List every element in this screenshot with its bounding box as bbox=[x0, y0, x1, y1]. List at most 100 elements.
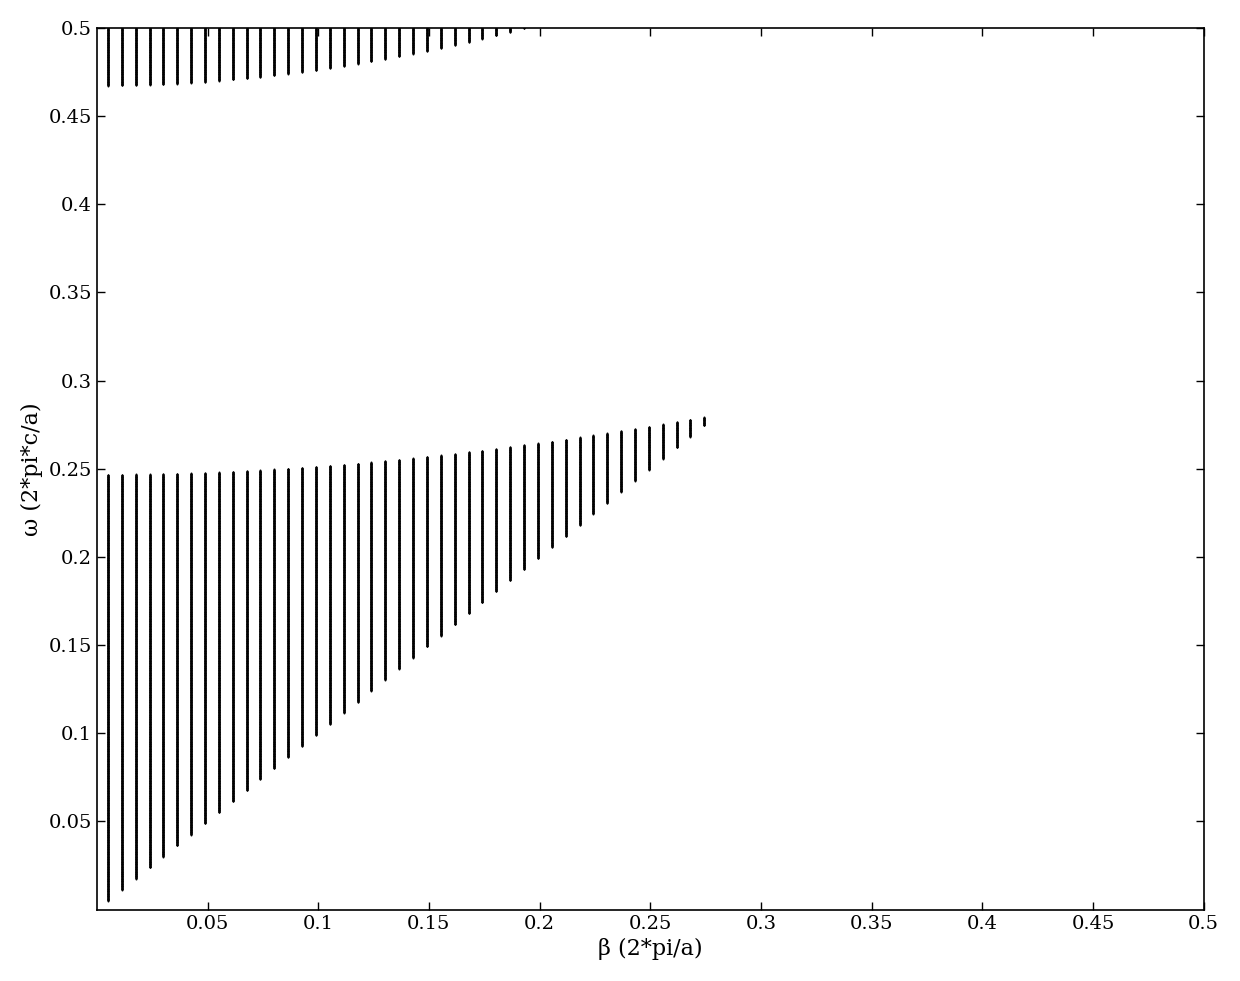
Point bbox=[264, 551, 284, 567]
Point bbox=[445, 608, 465, 624]
Point bbox=[181, 52, 201, 68]
Point bbox=[430, 542, 450, 557]
Point bbox=[347, 525, 367, 541]
Point bbox=[167, 585, 187, 600]
Point bbox=[195, 617, 215, 633]
Point bbox=[430, 454, 450, 470]
Point bbox=[140, 686, 160, 701]
Point bbox=[154, 486, 174, 501]
Point bbox=[376, 499, 396, 515]
Point bbox=[125, 737, 145, 752]
Point bbox=[403, 557, 423, 573]
Point bbox=[195, 512, 215, 528]
Point bbox=[403, 474, 423, 490]
Point bbox=[556, 447, 575, 463]
Point bbox=[611, 449, 631, 465]
Point bbox=[486, 546, 506, 562]
Point bbox=[389, 37, 409, 53]
Point bbox=[278, 501, 298, 517]
Point bbox=[320, 561, 340, 577]
Point bbox=[112, 735, 131, 750]
Point bbox=[98, 562, 118, 578]
Point bbox=[112, 505, 131, 521]
Point bbox=[528, 541, 548, 556]
Point bbox=[125, 34, 145, 50]
Point bbox=[112, 630, 131, 645]
Point bbox=[195, 59, 215, 75]
Point bbox=[223, 605, 243, 621]
Point bbox=[210, 648, 229, 664]
Point bbox=[210, 575, 229, 591]
Point bbox=[154, 627, 174, 643]
Point bbox=[125, 694, 145, 709]
Point bbox=[389, 647, 409, 663]
Point bbox=[154, 74, 174, 89]
Point bbox=[237, 577, 257, 593]
Point bbox=[98, 495, 118, 511]
Point bbox=[486, 505, 506, 521]
Point bbox=[210, 539, 229, 554]
Point bbox=[542, 503, 562, 519]
Point bbox=[472, 466, 492, 482]
Point bbox=[125, 582, 145, 597]
Point bbox=[250, 668, 270, 684]
Point bbox=[250, 706, 270, 722]
Point bbox=[320, 654, 340, 670]
Point bbox=[486, 561, 506, 577]
Point bbox=[154, 47, 174, 63]
Point bbox=[98, 708, 118, 724]
Point bbox=[181, 508, 201, 524]
Point bbox=[98, 606, 118, 622]
Point bbox=[181, 69, 201, 84]
Point bbox=[486, 471, 506, 487]
Point bbox=[334, 566, 353, 582]
Point bbox=[237, 714, 257, 730]
Point bbox=[362, 492, 382, 508]
Point bbox=[195, 685, 215, 700]
Point bbox=[542, 510, 562, 526]
Point bbox=[430, 546, 450, 562]
Point bbox=[223, 69, 243, 84]
Point bbox=[362, 646, 382, 662]
Point bbox=[362, 529, 382, 544]
Point bbox=[195, 697, 215, 712]
Point bbox=[167, 679, 187, 695]
Point bbox=[167, 822, 187, 838]
Point bbox=[181, 652, 201, 668]
Point bbox=[389, 576, 409, 592]
Point bbox=[667, 417, 687, 433]
Point bbox=[125, 865, 145, 881]
Point bbox=[293, 732, 312, 748]
Point bbox=[112, 775, 131, 791]
Point bbox=[154, 643, 174, 658]
Point bbox=[98, 676, 118, 692]
Point bbox=[598, 441, 618, 457]
Point bbox=[98, 637, 118, 652]
Point bbox=[112, 809, 131, 825]
Point bbox=[112, 493, 131, 509]
Point bbox=[389, 583, 409, 598]
Point bbox=[347, 571, 367, 587]
Point bbox=[376, 612, 396, 628]
Point bbox=[237, 504, 257, 520]
Point bbox=[181, 537, 201, 552]
Point bbox=[500, 22, 520, 37]
Point bbox=[681, 414, 701, 430]
Point bbox=[210, 68, 229, 83]
Point bbox=[293, 594, 312, 610]
Point bbox=[403, 22, 423, 37]
Point bbox=[112, 514, 131, 530]
Point bbox=[140, 850, 160, 865]
Point bbox=[167, 785, 187, 800]
Point bbox=[112, 822, 131, 838]
Point bbox=[320, 542, 340, 557]
Point bbox=[652, 429, 672, 444]
Point bbox=[125, 475, 145, 490]
Point bbox=[362, 583, 382, 598]
Point bbox=[293, 63, 312, 78]
Point bbox=[112, 632, 131, 647]
Point bbox=[542, 473, 562, 489]
Point bbox=[417, 456, 436, 472]
Point bbox=[293, 614, 312, 630]
Point bbox=[112, 674, 131, 690]
